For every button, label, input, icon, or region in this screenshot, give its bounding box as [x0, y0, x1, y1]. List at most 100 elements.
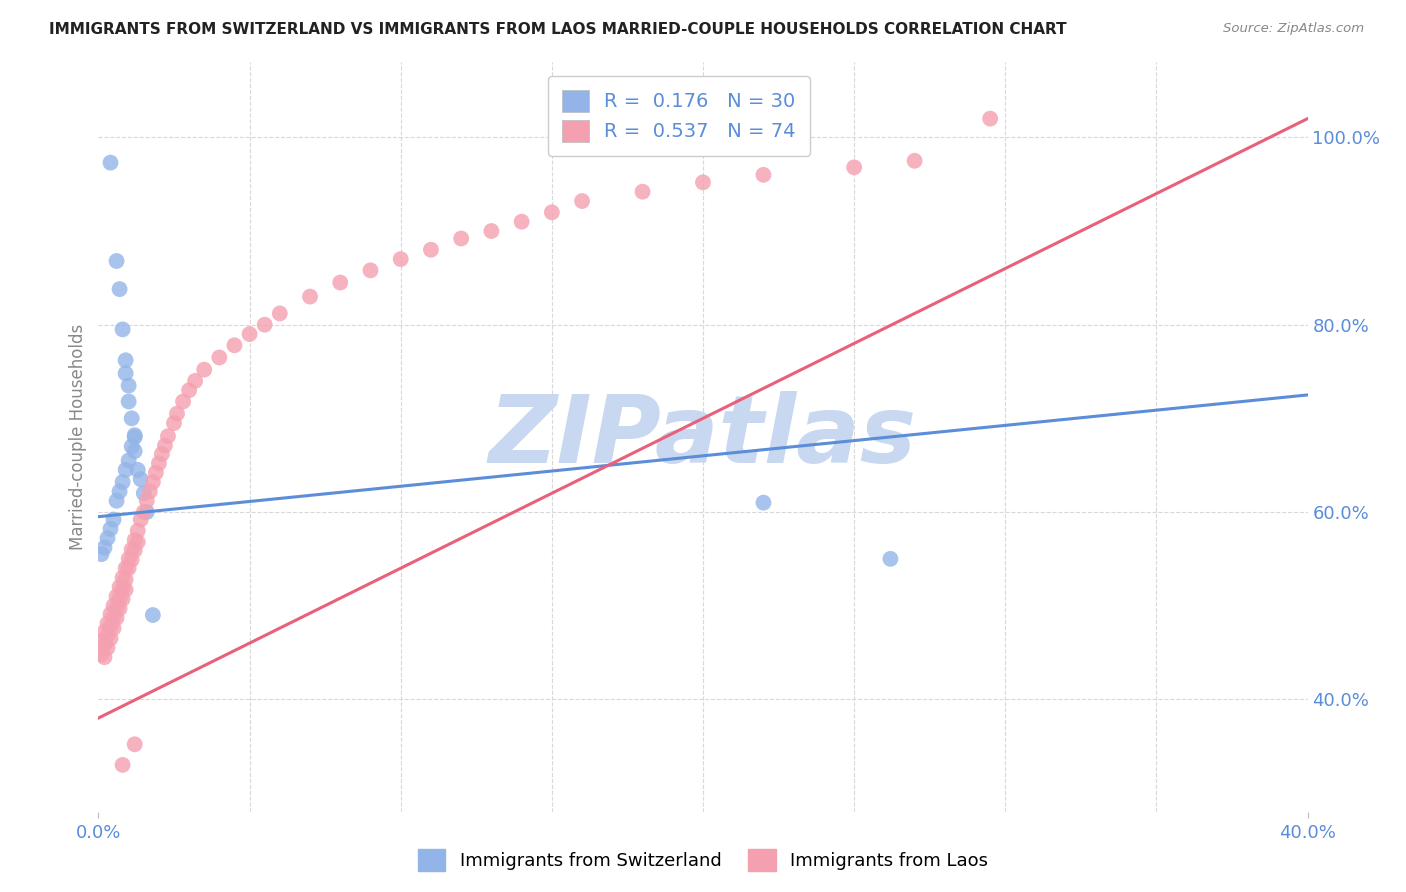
- Point: [148, 456, 170, 470]
- Point: [118, 394, 141, 409]
- Point: [179, 384, 201, 398]
- Point: [100, 155, 122, 169]
- Point: [127, 463, 149, 477]
- Point: [121, 439, 143, 453]
- Point: [118, 551, 141, 566]
- Point: [450, 231, 472, 245]
- Point: [111, 322, 134, 336]
- Text: IMMIGRANTS FROM SWITZERLAND VS IMMIGRANTS FROM LAOS MARRIED-COUPLE HOUSEHOLDS CO: IMMIGRANTS FROM SWITZERLAND VS IMMIGRANT…: [49, 22, 1067, 37]
- Point: [129, 512, 152, 526]
- Point: [540, 205, 562, 219]
- Point: [111, 475, 134, 489]
- Point: [114, 582, 136, 597]
- Legend: Immigrants from Switzerland, Immigrants from Laos: Immigrants from Switzerland, Immigrants …: [411, 842, 995, 879]
- Point: [118, 561, 141, 575]
- Point: [360, 263, 382, 277]
- Point: [752, 168, 775, 182]
- Point: [93, 638, 115, 652]
- Point: [571, 194, 593, 208]
- Point: [420, 243, 443, 257]
- Point: [844, 161, 866, 175]
- Point: [389, 252, 412, 266]
- Point: [124, 737, 146, 751]
- Y-axis label: Married-couple Households: Married-couple Households: [69, 324, 87, 550]
- Point: [111, 571, 134, 585]
- Point: [103, 512, 125, 526]
- Point: [118, 378, 141, 392]
- Point: [139, 484, 162, 499]
- Point: [103, 621, 125, 635]
- Point: [105, 254, 128, 268]
- Point: [96, 531, 118, 545]
- Point: [752, 496, 775, 510]
- Point: [114, 353, 136, 368]
- Point: [105, 611, 128, 625]
- Point: [114, 463, 136, 477]
- Point: [132, 505, 155, 519]
- Point: [127, 524, 149, 538]
- Point: [692, 175, 714, 189]
- Text: Source: ZipAtlas.com: Source: ZipAtlas.com: [1223, 22, 1364, 36]
- Point: [163, 416, 186, 430]
- Legend: R =  0.176   N = 30, R =  0.537   N = 74: R = 0.176 N = 30, R = 0.537 N = 74: [548, 76, 810, 156]
- Point: [253, 318, 276, 332]
- Point: [142, 475, 165, 489]
- Point: [135, 505, 157, 519]
- Point: [114, 573, 136, 587]
- Point: [108, 484, 131, 499]
- Point: [108, 282, 131, 296]
- Point: [90, 634, 112, 648]
- Point: [111, 758, 134, 772]
- Point: [105, 600, 128, 615]
- Point: [93, 624, 115, 639]
- Point: [269, 306, 291, 320]
- Point: [239, 326, 262, 341]
- Point: [299, 289, 322, 303]
- Point: [90, 547, 112, 561]
- Point: [96, 616, 118, 631]
- Point: [96, 640, 118, 655]
- Point: [118, 453, 141, 467]
- Point: [142, 608, 165, 623]
- Point: [132, 486, 155, 500]
- Point: [100, 607, 122, 621]
- Point: [121, 553, 143, 567]
- Point: [172, 394, 194, 409]
- Point: [145, 466, 167, 480]
- Point: [510, 214, 533, 228]
- Point: [166, 407, 188, 421]
- Point: [93, 541, 115, 555]
- Point: [111, 582, 134, 596]
- Point: [481, 224, 503, 238]
- Text: ZIPatlas: ZIPatlas: [489, 391, 917, 483]
- Point: [150, 447, 173, 461]
- Point: [124, 533, 146, 547]
- Point: [121, 411, 143, 425]
- Point: [156, 429, 179, 443]
- Point: [114, 561, 136, 575]
- Point: [114, 367, 136, 381]
- Point: [127, 535, 149, 549]
- Point: [124, 444, 146, 458]
- Point: [224, 338, 246, 352]
- Point: [121, 542, 143, 557]
- Point: [129, 472, 152, 486]
- Point: [105, 590, 128, 604]
- Point: [329, 276, 352, 290]
- Point: [100, 619, 122, 633]
- Point: [193, 362, 215, 376]
- Point: [96, 629, 118, 643]
- Point: [184, 374, 207, 388]
- Point: [124, 430, 146, 444]
- Point: [100, 632, 122, 646]
- Point: [103, 599, 125, 613]
- Point: [90, 648, 112, 662]
- Point: [631, 185, 654, 199]
- Point: [208, 351, 231, 365]
- Point: [103, 610, 125, 624]
- Point: [135, 493, 157, 508]
- Point: [100, 522, 122, 536]
- Point: [124, 428, 146, 442]
- Point: [108, 580, 131, 594]
- Point: [105, 493, 128, 508]
